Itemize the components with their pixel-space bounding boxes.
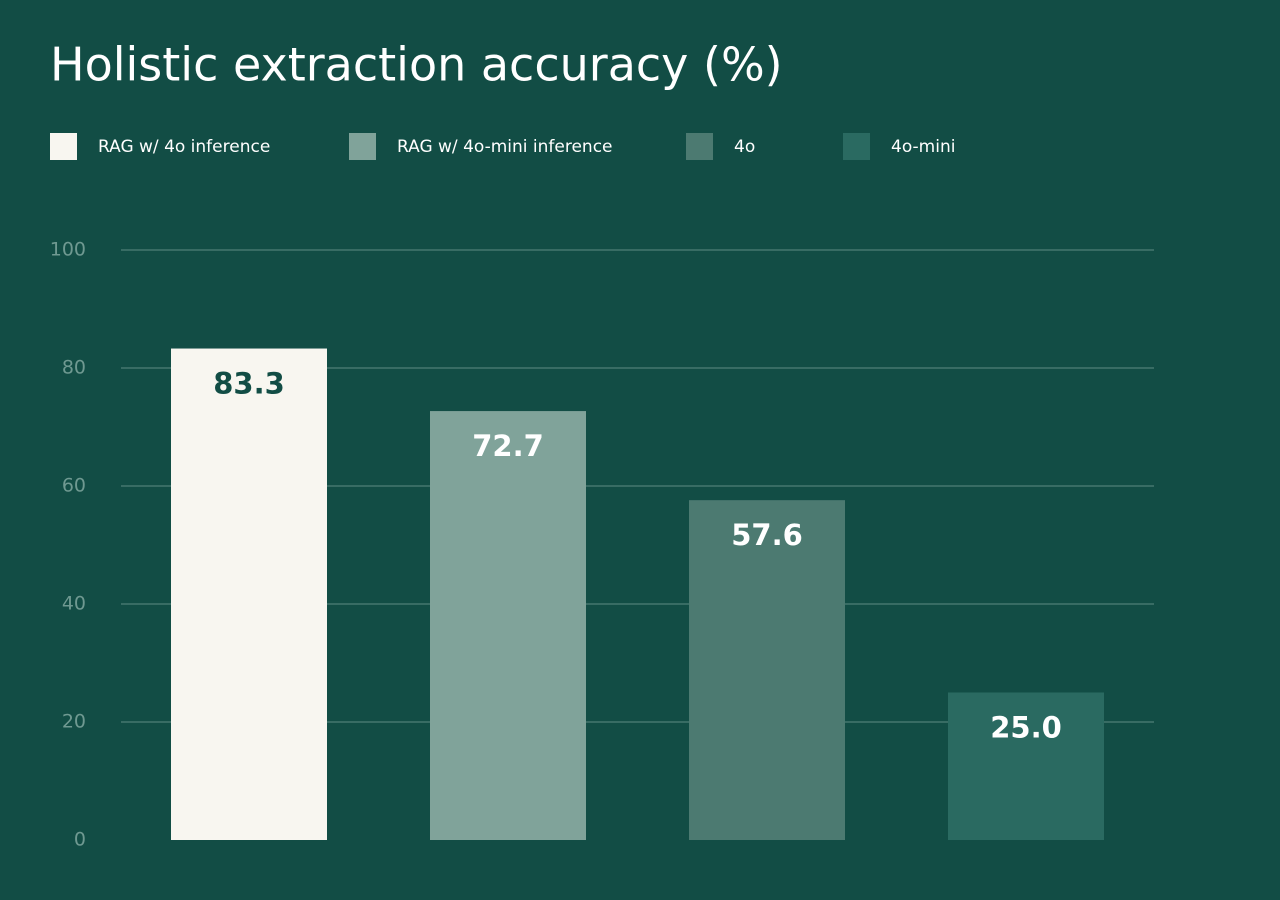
chart-title: Holistic extraction accuracy (%) <box>50 38 783 92</box>
bar <box>948 692 1104 840</box>
legend-swatch <box>349 133 376 160</box>
value-label: 25.0 <box>990 711 1062 745</box>
bar <box>171 348 327 840</box>
bar <box>689 500 845 840</box>
y-tick-label: 60 <box>62 475 86 497</box>
y-tick-label: 100 <box>50 239 86 261</box>
legend-label: 4o <box>734 137 755 157</box>
value-label: 72.7 <box>472 429 544 463</box>
y-tick-label: 80 <box>62 357 86 379</box>
legend-label: RAG w/ 4o inference <box>98 137 270 157</box>
value-label: 57.6 <box>731 518 803 552</box>
y-tick-label: 20 <box>62 711 86 733</box>
legend-swatch <box>50 133 77 160</box>
y-tick-label: 0 <box>74 829 86 851</box>
value-label: 83.3 <box>213 367 285 401</box>
legend-swatch <box>843 133 870 160</box>
legend-label: RAG w/ 4o-mini inference <box>397 137 613 157</box>
legend-swatch <box>686 133 713 160</box>
legend-label: 4o-mini <box>891 137 955 157</box>
y-tick-label: 40 <box>62 593 86 615</box>
bar <box>430 411 586 840</box>
